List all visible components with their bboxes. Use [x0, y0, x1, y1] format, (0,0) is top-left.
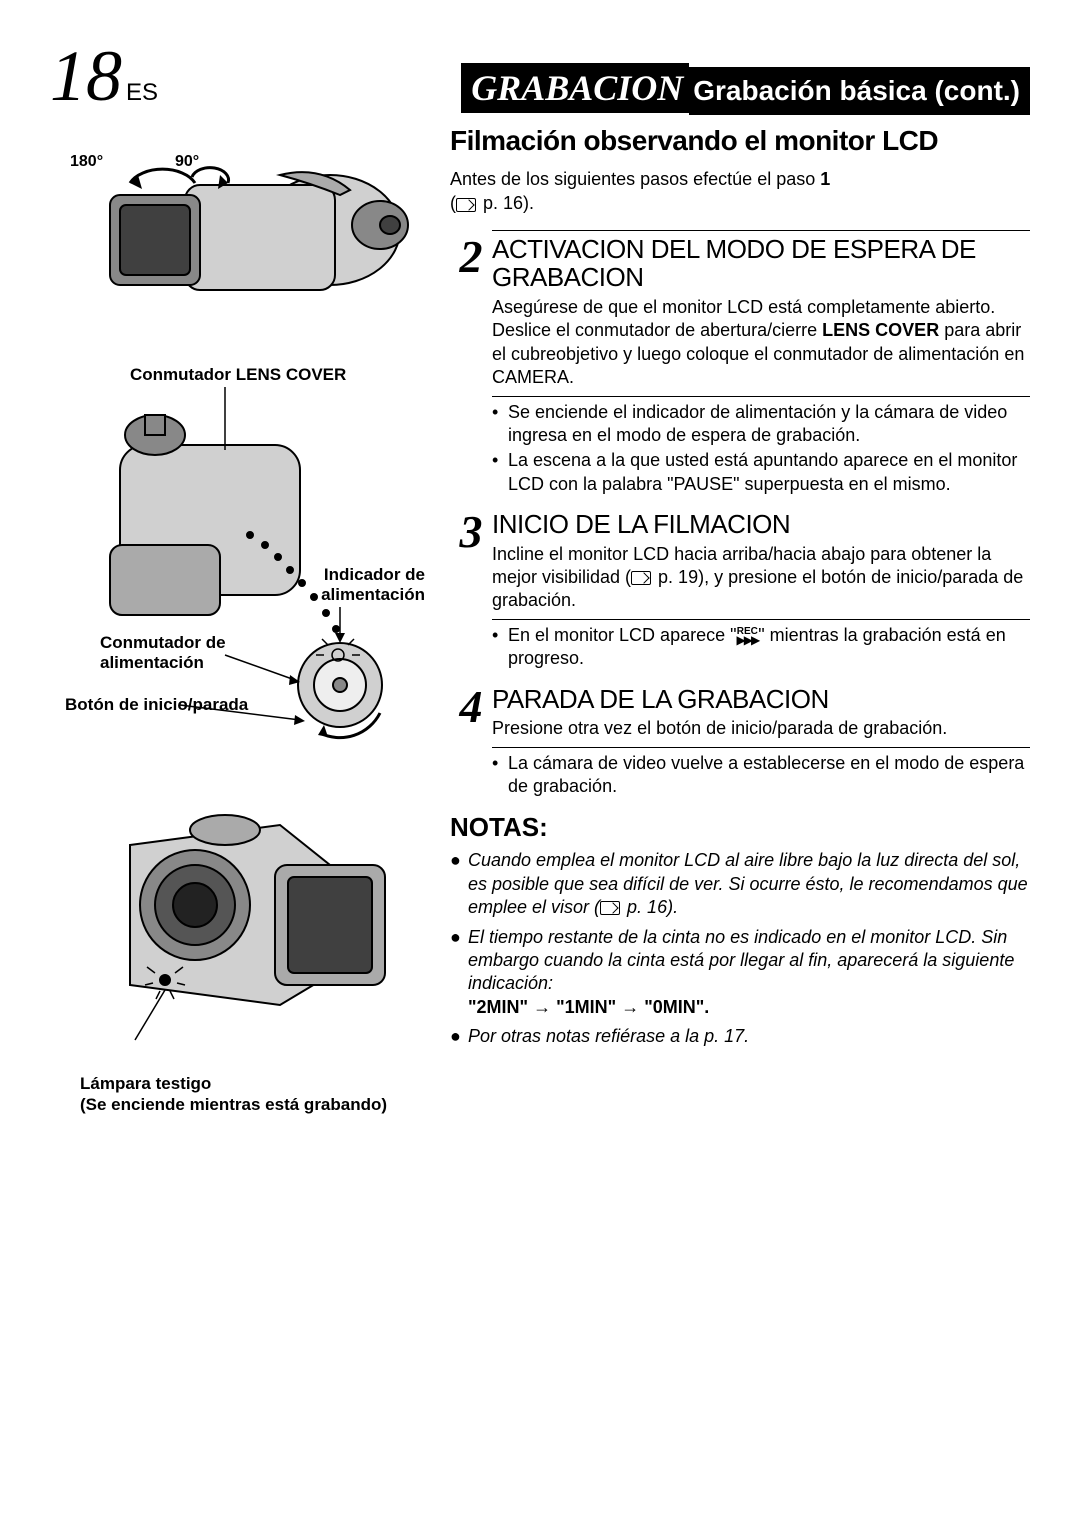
notes-list: ● Cuando emplea el monitor LCD al aire l…: [450, 849, 1030, 1048]
step-2-bullets: •Se enciende el indicador de alimentació…: [492, 401, 1030, 497]
step-4-body: Presione otra vez el botón de inicio/par…: [492, 717, 1030, 740]
step-3-heading: INICIO DE LA FILMACION: [492, 510, 1030, 539]
step-num-3: 3: [450, 510, 492, 613]
page-ref-icon: [631, 571, 651, 585]
label-tally-lamp: Lámpara testigo (Se enciende mientras es…: [80, 1074, 420, 1115]
step2-bullet2: La escena a la que usted está apuntando …: [508, 449, 1030, 496]
page-number-group: 18 ES: [50, 40, 158, 112]
note-3: Por otras notas refiérase a la p. 17.: [468, 1025, 1030, 1048]
note-2: El tiempo restante de la cinta no es ind…: [468, 926, 1030, 1020]
banner-section: GRABACION: [461, 63, 689, 113]
intro-post: p. 16).: [478, 193, 534, 213]
section-banner: GRABACION Grabación básica (cont.): [461, 63, 1030, 115]
step-2: 2 ACTIVACION DEL MODO DE ESPERA DE GRABA…: [450, 235, 1030, 390]
banner-subsection: Grabación básica (cont.): [689, 67, 1030, 115]
note-1: Cuando emplea el monitor LCD al aire lib…: [468, 849, 1030, 919]
angle-180-label: 180°: [70, 153, 103, 171]
step-2-heading: ACTIVACION DEL MODO DE ESPERA DE GRABACI…: [492, 235, 1030, 292]
step-num-2: 2: [450, 235, 492, 390]
step-2-body: Asegúrese de que el monitor LCD está com…: [492, 296, 1030, 390]
step-4: 4 PARADA DE LA GRABACION Presione otra v…: [450, 685, 1030, 741]
page-number: 18: [50, 40, 122, 112]
label-start-stop: Botón de inicio/parada: [65, 695, 275, 715]
step3-bullet1: En el monitor LCD aparece "REC▶▶▶" mient…: [508, 624, 1030, 671]
step-4-bullets: •La cámara de video vuelve a establecers…: [492, 752, 1030, 799]
rec-icon: REC▶▶▶: [737, 627, 759, 646]
subtitle: Filmación observando el monitor LCD: [450, 125, 1030, 157]
intro-pre: Antes de los siguientes pasos efectúe el…: [450, 169, 820, 189]
step-num-4: 4: [450, 685, 492, 741]
step-3: 3 INICIO DE LA FILMACION Incline el moni…: [450, 510, 1030, 613]
step-4-heading: PARADA DE LA GRABACION: [492, 685, 1030, 714]
step-3-body: Incline el monitor LCD hacia arriba/haci…: [492, 543, 1030, 613]
step4-bullet1: La cámara de video vuelve a establecerse…: [508, 752, 1030, 799]
page-ref-icon: [600, 901, 620, 915]
diagram-lcd-angles: 180° 90°: [50, 135, 430, 335]
step-3-bullets: • En el monitor LCD aparece "REC▶▶▶" mie…: [492, 624, 1030, 671]
step2-bullet1: Se enciende el indicador de alimentación…: [508, 401, 1030, 448]
label-power-switch: Conmutador de alimentación: [100, 633, 250, 674]
diagram-controls: Conmutador LENS COVER: [50, 365, 430, 765]
diagram-tally-lamp: Lámpara testigo (Se enciende mientras es…: [50, 795, 430, 1115]
angle-90-label: 90°: [175, 153, 199, 171]
notes-heading: NOTAS:: [450, 812, 1030, 843]
page-language: ES: [126, 79, 158, 107]
intro-text: Antes de los siguientes pasos efectúe el…: [450, 167, 1030, 216]
intro-stepnum: 1: [820, 169, 830, 189]
page-ref-icon: [456, 198, 476, 212]
label-power-indicator: Indicador de alimentación: [295, 565, 425, 606]
